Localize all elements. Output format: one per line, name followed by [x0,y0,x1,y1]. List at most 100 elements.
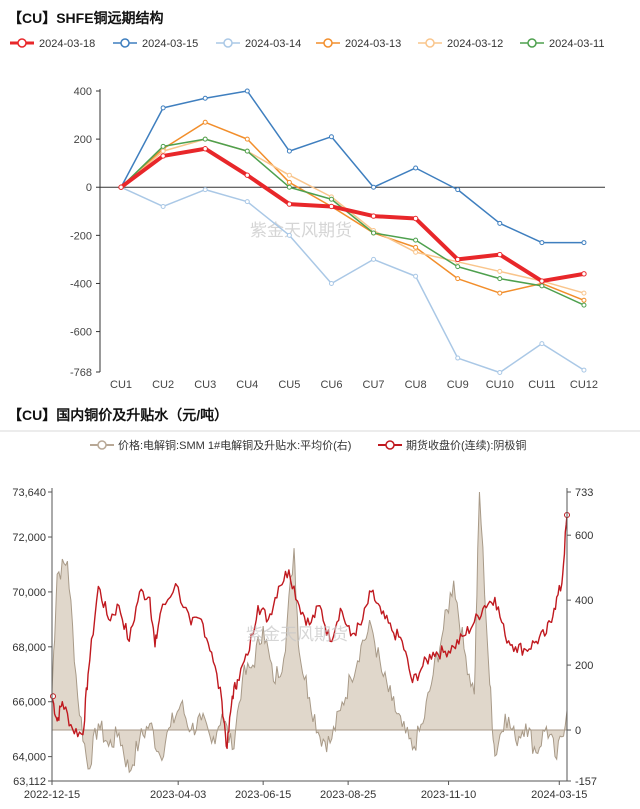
y-right-tick-label: 733 [575,487,593,499]
data-point [497,220,503,226]
legend-marker [17,38,27,48]
data-point [286,201,293,207]
data-point [455,187,461,193]
data-point [244,88,250,94]
data-point [413,165,419,171]
data-point [202,136,208,142]
data-point [244,136,250,142]
y-tick-label: -768 [70,367,92,379]
data-point [497,276,503,282]
y-tick-label: -600 [70,327,92,339]
x-tick-label: 2023-11-10 [421,789,476,801]
legend-marker [120,38,130,48]
x-tick-label: 2022-12-15 [24,789,80,801]
data-point [539,283,545,289]
data-point [328,280,334,286]
series-line-2024-03-18 [119,146,585,284]
x-tick-label: CU10 [486,379,514,391]
data-point [160,203,166,209]
data-point [328,203,335,210]
data-point [328,134,334,140]
legend-label: 2024-03-11 [549,38,604,50]
data-point [118,184,124,190]
x-tick-label: CU4 [236,379,258,391]
data-point [455,355,461,361]
legend-label: 2024-03-15 [142,38,198,50]
data-point [244,199,250,205]
legend-marker [97,440,107,450]
data-point [202,146,208,152]
data-point [371,184,377,190]
data-point [413,249,419,255]
data-point [413,244,419,250]
y-right-tick-label: 600 [575,530,593,542]
series-line-2024-03-15 [120,90,584,244]
data-point [160,153,166,159]
data-point [497,268,503,274]
x-tick-label: CU11 [528,379,555,391]
data-point [370,213,377,219]
data-point [286,148,292,154]
y-tick-label: 200 [74,134,92,146]
y-tick-label: -400 [70,278,92,290]
y-tick-label: 0 [86,182,92,194]
data-point [581,271,587,277]
series-line-2024-03-13 [120,121,585,302]
legend-label: 期货收盘价(连续):阴极铜 [406,438,526,452]
data-point [581,302,587,308]
legend-label: 2024-03-13 [345,38,401,50]
data-point [160,148,166,154]
chart2-title: 【CU】国内铜价及升贴水（元/吨） [8,407,229,423]
x-tick-label: CU2 [152,379,174,391]
data-point [497,251,503,258]
data-point [581,297,587,303]
data-point [413,237,419,243]
data-point [455,256,461,263]
data-point [539,240,545,246]
x-tick-label: CU12 [570,379,598,391]
data-point [286,179,292,185]
watermark: 紫金天风期货 [246,625,348,644]
data-point [244,172,250,178]
x-tick-label: CU5 [278,379,300,391]
y-left-tick-label: 68,000 [12,642,46,654]
legend-marker [425,38,435,48]
data-point [244,148,250,154]
y-right-tick-label: -157 [575,776,597,788]
data-point [328,196,334,202]
legend-marker [385,440,395,450]
data-point [286,172,292,178]
y-left-tick-label: 66,000 [12,697,46,709]
y-right-tick-label: 0 [575,725,581,737]
x-tick-label: CU8 [405,379,427,391]
data-point [455,276,461,282]
data-point [202,95,208,101]
x-tick-label: 2024-03-15 [531,789,587,801]
data-point [497,290,503,296]
legend-marker [527,38,537,48]
premium-area [51,491,568,774]
data-point [286,184,292,190]
legend-marker [223,38,233,48]
data-point [412,215,419,222]
data-point [581,367,587,373]
y-right-tick-label: 200 [575,660,593,672]
x-tick-label: 2023-08-25 [320,789,376,801]
series-line-2024-03-12 [120,138,585,294]
data-point [50,693,56,700]
x-tick-label: 2023-04-03 [150,789,206,801]
legend-label: 价格:电解铜:SMM 1#电解铜及升贴水:平均价(右) [118,438,351,452]
data-point [371,230,377,236]
data-point [160,143,166,149]
y-left-tick-label: 70,000 [12,587,46,599]
y-right-tick-label: 400 [575,595,593,607]
y-left-tick-label: 72,000 [12,532,46,544]
data-point [581,240,587,246]
data-point [371,256,377,262]
x-tick-label: 2023-06-15 [235,789,291,801]
series-line-2024-03-11 [120,138,585,306]
data-point [202,187,208,193]
y-left-tick-label: 73,640 [12,487,46,499]
data-point [539,341,545,347]
